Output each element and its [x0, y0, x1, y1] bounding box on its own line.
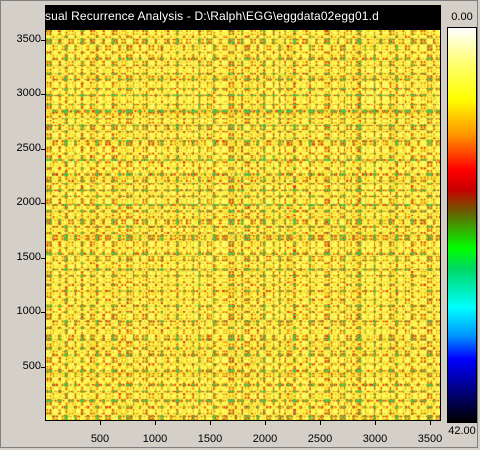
x-tick-label: 3500 — [417, 433, 443, 445]
x-tick-label: 500 — [90, 433, 110, 445]
x-tick-label: 1000 — [142, 433, 168, 445]
y-tick-label: 3000 — [16, 87, 41, 100]
x-tick-mark — [375, 421, 376, 425]
recurrence-plot[interactable] — [45, 29, 441, 421]
x-tick-mark — [100, 421, 101, 425]
x-tick-label: 1500 — [197, 433, 223, 445]
y-tick-mark — [41, 94, 45, 96]
x-tick-mark — [265, 421, 266, 425]
title-bar: sual Recurrence Analysis - D:\Ralph\EGG\… — [45, 5, 441, 29]
y-tick-label: 3500 — [16, 32, 41, 45]
colorbar-min-label: 0.00 — [451, 11, 473, 23]
x-tick-mark — [155, 421, 156, 425]
x-tick-label: 3000 — [362, 433, 388, 445]
x-tick-mark — [320, 421, 321, 425]
x-tick-label: 2500 — [307, 433, 333, 445]
y-tick-mark — [41, 39, 45, 41]
y-tick-label: 500 — [22, 359, 41, 372]
y-tick-mark — [41, 312, 45, 314]
y-tick-label: 1500 — [16, 250, 41, 263]
colorbar-max-label: 42.00 — [448, 425, 476, 437]
recurrence-heatmap[interactable] — [46, 30, 440, 420]
y-tick-label: 2000 — [16, 196, 41, 209]
color-scale-bar — [447, 27, 477, 423]
x-tick-label: 2000 — [252, 433, 278, 445]
window-title: sual Recurrence Analysis - D:\Ralph\EGG\… — [45, 9, 379, 23]
x-tick-mark — [210, 421, 211, 425]
x-tick-mark — [430, 421, 431, 425]
y-tick-mark — [41, 257, 45, 259]
y-tick-label: 2500 — [16, 141, 41, 154]
y-tick-label: 1000 — [16, 305, 41, 318]
y-tick-mark — [41, 366, 45, 368]
y-tick-mark — [41, 148, 45, 150]
y-tick-mark — [41, 203, 45, 205]
